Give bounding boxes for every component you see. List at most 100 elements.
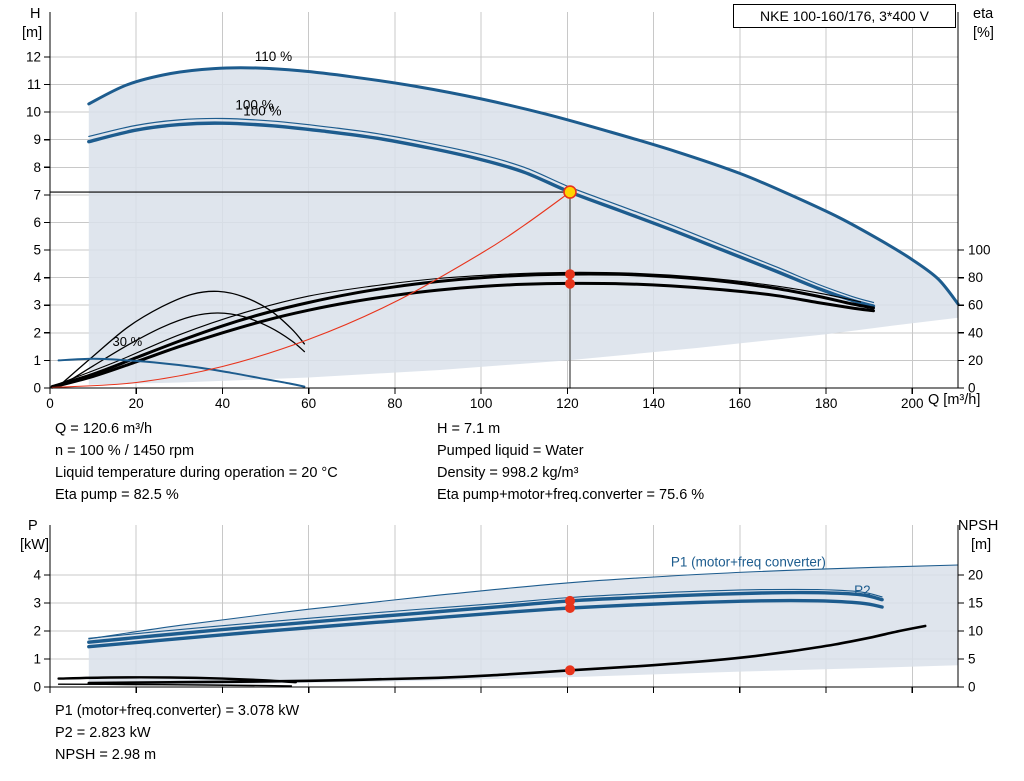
y-left-tick-label: 0 (33, 680, 41, 695)
npsh-axis-unit: [m] (971, 537, 992, 553)
p-left-thin (57, 683, 293, 687)
curve-100pct-upper-thin (88, 117, 875, 304)
p-axis-title: P [kW] (20, 517, 49, 555)
y-left-tick-label: 8 (33, 160, 41, 175)
p-axis-symbol: P (28, 518, 38, 534)
label-p1: P1 (motor+freq converter) (671, 555, 826, 570)
x-tick-label: 120 (556, 396, 579, 411)
curve-100pct (87, 121, 876, 308)
h-axis-title: H [m] (22, 5, 42, 43)
power-npsh-chart-envelope (88, 565, 959, 686)
x-tick-label: 60 (301, 396, 316, 411)
x-tick-label: 20 (129, 396, 144, 411)
label-100pct-b: 100 % (243, 104, 281, 119)
y-left-tick-label: 10 (26, 105, 41, 120)
curve-110pct (87, 66, 960, 306)
power-npsh-chart: 0 1 2 3 4 0 5 10 15 20 P1 (motor+freq converter) P2 (33, 525, 983, 695)
op-liquid-line: Pumped liquid = Water (437, 443, 584, 459)
y-left-tick-label: 11 (27, 77, 41, 92)
op-density-line: Density = 998.2 kg/m³ (437, 465, 579, 481)
result-npsh-line: NPSH = 2.98 m (55, 747, 157, 763)
y-left-tick-label: 6 (33, 215, 41, 230)
op-eta-pump-line: Eta pump = 82.5 % (55, 487, 179, 503)
npsh-marker (565, 665, 575, 676)
eta-pump-marker (565, 269, 575, 280)
op-temp-line: Liquid temperature during operation = 20… (55, 465, 338, 481)
p1-curve (87, 590, 884, 644)
y-left-tick-label: 0 (33, 381, 41, 396)
eta-total-marker (565, 278, 575, 289)
result-data-block: P1 (motor+freq.converter) = 3.078 kW P2 … (55, 700, 299, 766)
y-left-tick-label: 1 (33, 353, 41, 368)
y-right-tick-label: 40 (968, 325, 983, 340)
eta-pump-curve (50, 272, 875, 389)
y-left-tick-label: 4 (33, 270, 41, 285)
y-left-tick-label: 2 (33, 325, 41, 340)
op-n-line: n = 100 % / 1450 rpm (55, 443, 195, 459)
npsh-axis-title: NPSH [m] (958, 517, 998, 555)
y-left-tick-label: 9 (33, 132, 41, 147)
x-tick-label: 80 (387, 396, 402, 411)
y-right-tick-label: 0 (968, 381, 976, 396)
eta-axis-unit: [%] (973, 25, 994, 41)
result-p2-line: P2 = 2.823 kW (55, 725, 151, 741)
operating-data-right: H = 7.1 m Pumped liquid = Water Density … (437, 418, 704, 506)
y-left-tick-label: 3 (33, 596, 41, 611)
y-left-tick-label: 1 (33, 652, 41, 667)
label-100pct-a: 100 % (235, 97, 273, 112)
curve-30pct (57, 357, 306, 388)
y-left-tick-label: 2 (33, 624, 41, 639)
npsh-left-flat (57, 676, 297, 684)
p2-curve (87, 598, 884, 649)
y-left-tick-label: 3 (33, 298, 41, 313)
y-left-tick-label: 12 (26, 50, 41, 65)
y-right-tick-label: 20 (968, 353, 983, 368)
p1-marker (565, 595, 575, 606)
arc-left-lower (62, 312, 306, 386)
label-30pct: 30 % (113, 334, 143, 349)
y-left-tick-label: 5 (33, 243, 41, 258)
p2-marker (565, 603, 575, 613)
x-tick-label: 40 (215, 396, 230, 411)
op-eta-total-line: Eta pump+motor+freq.converter = 75.6 % (437, 487, 705, 503)
p-axis-unit: [kW] (20, 537, 49, 553)
op-h-line: H = 7.1 m (437, 421, 501, 437)
y-left-tick-label: 4 (33, 568, 41, 583)
pump-title-box: NKE 100-160/176, 3*400 V (733, 4, 956, 28)
y-right-tick-label: 20 (968, 568, 983, 583)
x-tick-label: 160 (729, 396, 752, 411)
x-tick-label: 200 (901, 396, 924, 411)
y-right-tick-label: 5 (968, 652, 976, 667)
operating-data-left: Q = 120.6 m³/h n = 100 % / 1450 rpm Liqu… (55, 418, 338, 506)
y-right-tick-label: 80 (968, 270, 983, 285)
eta-axis-title: eta [%] (973, 5, 994, 43)
h-axis-unit: [m] (22, 25, 43, 41)
eta-upper-thin (51, 271, 862, 387)
y-left-tick-label: 7 (33, 187, 41, 202)
h-axis-symbol: H (30, 6, 41, 22)
q-axis-title: Q [m³/h] (928, 392, 981, 408)
p1-upper-thin (88, 588, 883, 639)
result-p1-line: P1 (motor+freq.converter) = 3.078 kW (55, 703, 300, 719)
x-tick-label: 0 (46, 396, 54, 411)
y-right-tick-label: 10 (968, 624, 983, 639)
duty-point-marker (563, 185, 577, 199)
x-tick-label: 100 (470, 396, 493, 411)
y-right-tick-label: 15 (968, 596, 983, 611)
x-tick-label: 180 (815, 396, 838, 411)
p-envelope-top-line (88, 564, 959, 640)
y-right-tick-label: 100 (968, 243, 991, 258)
label-110pct: 110 % (255, 49, 292, 64)
x-tick-label: 140 (642, 396, 665, 411)
npsh-axis-symbol: NPSH (958, 518, 999, 534)
affinity-parabola (51, 191, 571, 388)
label-p2: P2 (854, 583, 871, 598)
y-right-tick-label: 60 (968, 298, 983, 313)
eta-axis-symbol: eta (973, 6, 994, 22)
arc-left-upper (62, 290, 306, 384)
y-right-tick-label: 0 (968, 680, 976, 695)
qh-eta-chart: 0 20 40 60 80 100 120 140 160 180 2000123456789101… (26, 12, 991, 411)
op-q-line: Q = 120.6 m³/h (55, 421, 153, 437)
eta-total-curve (50, 281, 875, 389)
